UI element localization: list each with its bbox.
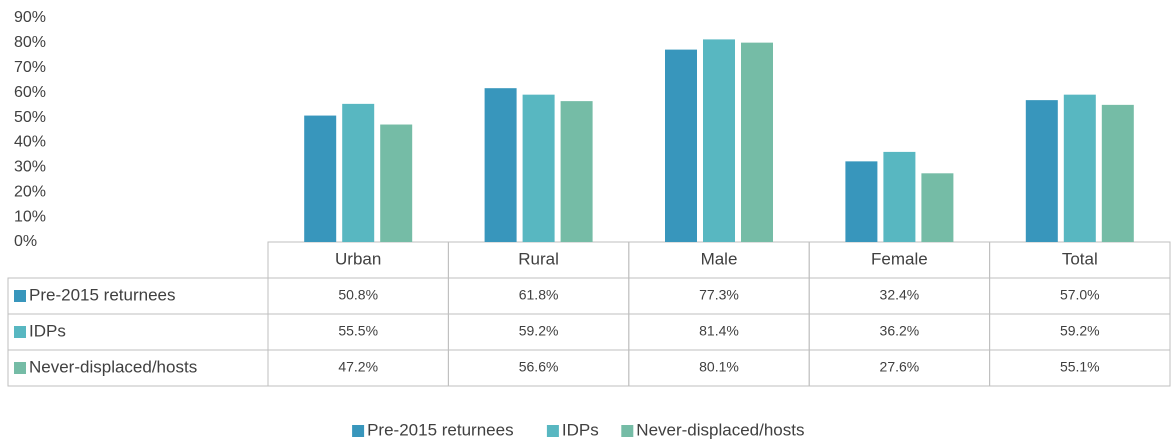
legend-key <box>352 425 365 437</box>
table-row-label: Pre-2015 returnees <box>29 285 175 304</box>
bar <box>484 88 517 242</box>
y-tick-label: 80% <box>14 34 46 51</box>
data-label: 59.2% <box>1060 323 1100 339</box>
y-tick-label: 50% <box>14 109 46 126</box>
y-tick-label: 90% <box>14 9 46 26</box>
bar <box>665 49 697 243</box>
bar <box>560 101 593 242</box>
bar <box>342 103 375 242</box>
data-label: 80.1% <box>699 359 739 375</box>
y-tick-label: 10% <box>14 208 46 225</box>
bar <box>304 115 337 242</box>
x-tick-label: Urban <box>335 249 381 268</box>
bar <box>380 124 413 242</box>
y-tick-label: 60% <box>14 84 46 101</box>
table-row-label: Never-displaced/hosts <box>29 357 197 376</box>
data-label: 27.6% <box>880 359 920 375</box>
x-tick-label: Male <box>701 249 738 268</box>
bar <box>921 173 954 242</box>
y-tick-label: 0% <box>14 233 37 250</box>
data-label: 32.4% <box>880 287 920 303</box>
table-cell <box>989 349 1171 387</box>
legend-key <box>546 425 559 437</box>
bar <box>522 94 555 242</box>
data-label: 77.3% <box>699 287 739 303</box>
bar <box>883 151 916 242</box>
legend-label: Never-displaced/hosts <box>636 420 804 439</box>
data-label: 61.8% <box>519 287 559 303</box>
x-tick-label: Female <box>871 249 928 268</box>
data-label: 55.5% <box>338 323 378 339</box>
y-tick-label: 40% <box>14 134 46 151</box>
bar <box>1063 94 1096 242</box>
data-label: 59.2% <box>519 323 559 339</box>
legend-label: Pre-2015 returnees <box>367 420 513 439</box>
bar <box>741 42 773 242</box>
x-tick-label: Rural <box>518 249 559 268</box>
data-label: 50.8% <box>338 287 378 303</box>
y-tick-label: 20% <box>14 183 46 200</box>
table-legend-key <box>14 362 26 374</box>
data-label: 81.4% <box>699 323 739 339</box>
bar <box>845 161 878 242</box>
data-label: 36.2% <box>880 323 920 339</box>
data-label: 47.2% <box>338 359 378 375</box>
data-label: 56.6% <box>519 359 559 375</box>
data-label: 55.1% <box>1060 359 1100 375</box>
bar <box>703 39 735 242</box>
data-label: 57.0% <box>1060 287 1100 303</box>
y-tick-label: 30% <box>14 159 46 176</box>
bar <box>1101 104 1134 243</box>
legend-key <box>621 425 634 437</box>
x-tick-label: Total <box>1062 249 1098 268</box>
table-legend-key <box>14 326 26 338</box>
legend-label: IDPs <box>562 420 599 439</box>
y-tick-label: 70% <box>14 59 46 76</box>
table-legend-key <box>14 290 26 302</box>
bar <box>1025 100 1058 242</box>
table-row-label: IDPs <box>29 321 66 340</box>
